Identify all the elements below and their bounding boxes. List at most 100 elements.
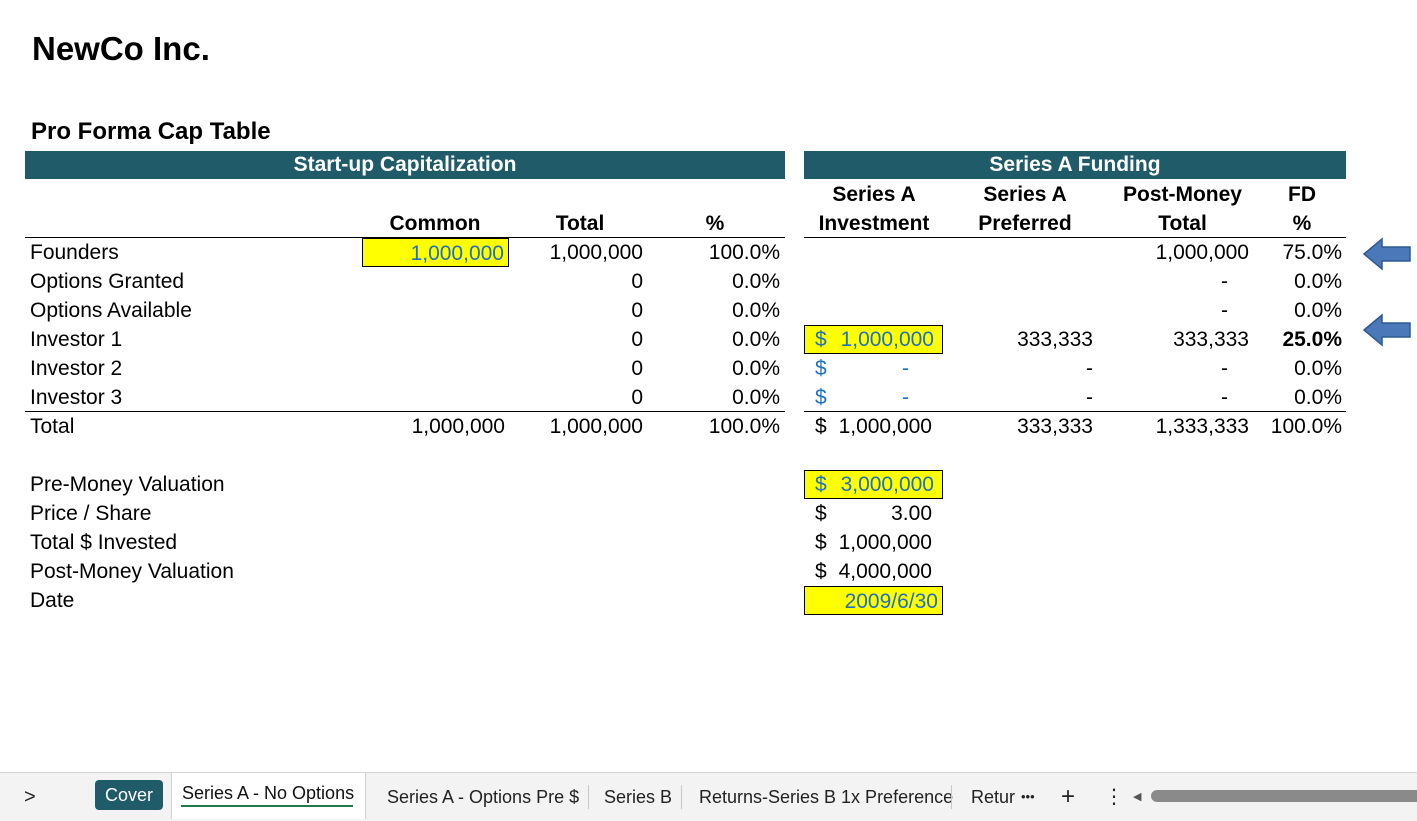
investor-2-post-money: -	[1221, 357, 1228, 380]
total-preferred: 333,333	[1017, 415, 1093, 438]
left-arrow-icon	[1362, 313, 1411, 347]
col-header-fd-2: %	[1292, 212, 1312, 235]
investor-1-investment-input[interactable]: $ 1,000,000	[804, 325, 943, 354]
startup-capitalization-header: Start-up Capitalization	[25, 151, 785, 179]
left-arrow-icon	[1362, 237, 1411, 271]
investor-1-investment: 1,000,000	[840, 328, 934, 351]
pre-money-currency: $	[815, 473, 827, 496]
total-fd-pct: 100.0%	[1270, 415, 1342, 438]
investor-3-preferred: -	[1086, 386, 1093, 409]
investor-3-pct: 0.0%	[732, 386, 780, 409]
founders-common-input[interactable]: 1,000,000	[362, 238, 509, 267]
investor-2-total: 0	[631, 357, 643, 380]
total-invested-currency: $	[815, 531, 827, 554]
label-price-per-share: Price / Share	[30, 502, 152, 525]
founders-pct: 100.0%	[708, 241, 780, 264]
tab-returns-truncated[interactable]: Retur	[971, 787, 1016, 807]
tab-series-b[interactable]: Series B	[604, 787, 673, 807]
pre-money-valuation-input[interactable]: $ 3,000,000	[804, 470, 943, 499]
founders-post-money: 1,000,000	[1155, 241, 1249, 264]
tab-active-bg	[171, 773, 366, 819]
investor-3-investment[interactable]: -	[902, 386, 909, 409]
row-label-investor-1: Investor 1	[30, 328, 123, 351]
row-label-options-granted: Options Granted	[30, 270, 185, 293]
col-header-preferred-2: Preferred	[978, 212, 1072, 235]
label-pre-money-valuation: Pre-Money Valuation	[30, 473, 225, 496]
total-invested-value: 1,000,000	[838, 531, 932, 554]
row-label-options-available: Options Available	[30, 299, 192, 322]
row-label-founders: Founders	[30, 241, 119, 264]
col-header-post-money-2: Total	[1158, 212, 1207, 235]
options-available-fd-pct: 0.0%	[1294, 299, 1342, 322]
label-total-invested: Total $ Invested	[30, 531, 178, 554]
options-available-pct: 0.0%	[732, 299, 780, 322]
investor-2-investment[interactable]: -	[902, 357, 909, 380]
total-post-money: 1,333,333	[1155, 415, 1249, 438]
active-tab-underline	[181, 805, 353, 807]
header-rule-left	[25, 237, 785, 238]
more-tabs-icon[interactable]: •••	[1021, 789, 1035, 804]
investor-1-fd-pct: 25.0%	[1282, 328, 1342, 351]
options-granted-post-money: -	[1221, 270, 1228, 293]
investor-3-fd-pct: 0.0%	[1294, 386, 1342, 409]
investor-1-preferred: 333,333	[1017, 328, 1093, 351]
founders-total: 1,000,000	[549, 241, 643, 264]
date-input[interactable]: 2009/6/30	[804, 586, 943, 615]
sheet-menu-icon[interactable]: ⋮	[1104, 786, 1124, 808]
tab-series-a-options-pre[interactable]: Series A - Options Pre $	[387, 787, 580, 807]
total-pct: 100.0%	[708, 415, 780, 438]
series-a-funding-header: Series A Funding	[804, 151, 1346, 179]
tab-separator	[588, 785, 589, 809]
price-per-share-currency: $	[815, 502, 827, 525]
options-granted-fd-pct: 0.0%	[1294, 270, 1342, 293]
investor-1-post-money: 333,333	[1173, 328, 1249, 351]
price-per-share-value: 3.00	[891, 502, 932, 525]
add-sheet-icon[interactable]: +	[1061, 783, 1076, 810]
col-header-preferred-1: Series A	[983, 183, 1067, 206]
total-investment: 1,000,000	[838, 415, 932, 438]
investor-3-total: 0	[631, 386, 643, 409]
header-rule-right	[804, 237, 1346, 238]
tab-separator	[951, 785, 952, 809]
col-header-pct: %	[705, 212, 725, 235]
founders-fd-pct: 75.0%	[1282, 241, 1342, 264]
investor-2-preferred: -	[1086, 357, 1093, 380]
row-label-investor-3: Investor 3	[30, 386, 123, 409]
col-header-common: Common	[389, 212, 481, 235]
sheet-subtitle: Pro Forma Cap Table	[31, 118, 271, 145]
investor-2-currency: $	[815, 357, 827, 380]
total-rule-left	[25, 411, 785, 412]
label-post-money-valuation: Post-Money Valuation	[30, 560, 234, 583]
investor-3-currency: $	[815, 386, 827, 409]
horizontal-scrollbar[interactable]	[1151, 790, 1417, 802]
col-header-investment-2: Investment	[818, 212, 930, 235]
options-available-total: 0	[631, 299, 643, 322]
tab-cover[interactable]: Cover	[95, 780, 164, 810]
options-granted-total: 0	[631, 270, 643, 293]
options-available-post-money: -	[1221, 299, 1228, 322]
company-title: NewCo Inc.	[32, 30, 210, 67]
post-money-valuation-currency: $	[815, 560, 827, 583]
total-total: 1,000,000	[549, 415, 643, 438]
row-label-total: Total	[30, 415, 75, 438]
investor-1-pct: 0.0%	[732, 328, 780, 351]
pre-money-valuation-value: 3,000,000	[840, 473, 934, 496]
tab-series-a-no-options[interactable]: Series A - No Options	[182, 783, 355, 803]
col-header-investment-1: Series A	[832, 183, 916, 206]
label-date: Date	[30, 589, 75, 612]
total-common: 1,000,000	[411, 415, 505, 438]
investor-1-currency: $	[815, 328, 827, 351]
investor-1-total: 0	[631, 328, 643, 351]
tab-separator	[681, 785, 682, 809]
sheet-nav-chevron-icon[interactable]: >	[24, 786, 36, 808]
investor-3-post-money: -	[1221, 386, 1228, 409]
tab-returns-series-b[interactable]: Returns-Series B 1x Preference	[699, 787, 954, 807]
options-granted-pct: 0.0%	[732, 270, 780, 293]
col-header-post-money-1: Post-Money	[1122, 183, 1242, 206]
scroll-left-icon[interactable]: ◀	[1133, 791, 1142, 803]
investor-2-pct: 0.0%	[732, 357, 780, 380]
investor-2-fd-pct: 0.0%	[1294, 357, 1342, 380]
col-header-total: Total	[555, 212, 605, 235]
post-money-valuation-value: 4,000,000	[838, 560, 932, 583]
total-investment-currency: $	[815, 415, 827, 438]
